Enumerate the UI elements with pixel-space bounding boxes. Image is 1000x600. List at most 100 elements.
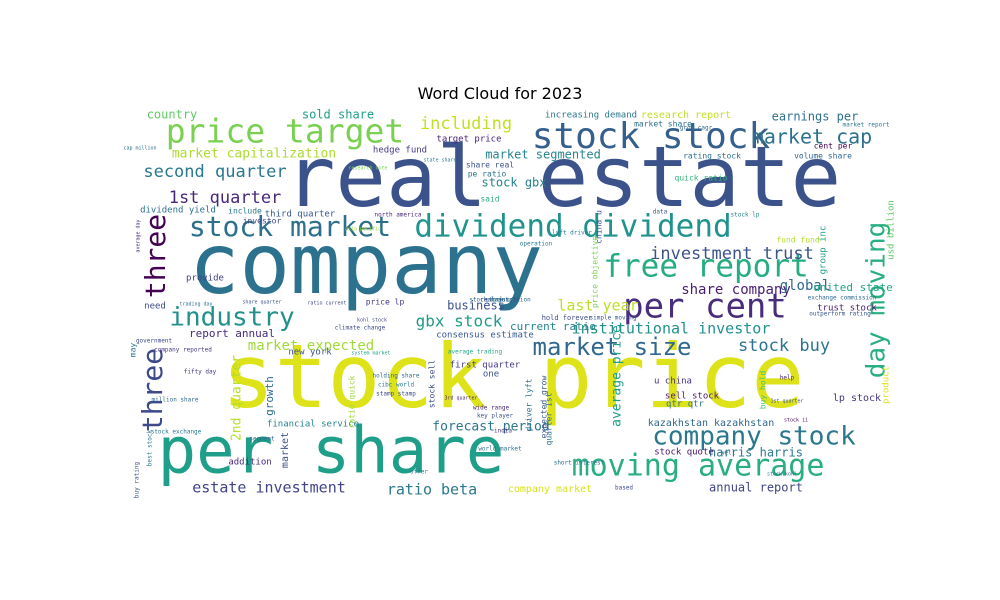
word-real-estate: real estate [480, 297, 520, 304]
word-sold-share: sold share [302, 108, 374, 122]
word-trust-stock: trust stock [817, 304, 877, 314]
word-state-share: state share [423, 158, 456, 164]
word-earnings-per: earnings per [772, 110, 859, 124]
word-price-objective: price objective [591, 236, 600, 308]
word-market-segmented: market segmented [485, 148, 601, 162]
word-harris-harris: harris harris [709, 446, 803, 460]
word-stock-market: stock market [189, 210, 391, 243]
word-ratio-beta: ratio beta [387, 481, 477, 499]
word-global: global [780, 278, 831, 294]
word-sell-stock: sell stock [665, 392, 720, 402]
word-key-player: key player [477, 413, 514, 420]
word-group-inc: group inc [819, 226, 829, 275]
word-quick-ratio: quick ratio [675, 174, 728, 183]
word-institutional-investor: institutional investor [572, 320, 771, 338]
word-fifty-day: fifty day [184, 369, 217, 376]
word-share-company: share company [681, 282, 791, 298]
word-company: company [189, 215, 543, 313]
word-financial-service: financial service [267, 420, 359, 430]
word-climate-change: climate change [335, 325, 386, 332]
word-provide: provide [186, 274, 224, 284]
word-outperform-rating: outperform rating [809, 311, 871, 318]
word-investor: investor [243, 217, 282, 226]
word-3rd-quarter: 3rd quarter [444, 396, 477, 402]
word-one: one [483, 370, 499, 380]
word-forecast-period: forecast period [432, 420, 549, 435]
word-kazakhstan-kazakhstan: kazakhstan kazakhstan [648, 418, 774, 429]
word-volume-share: volume share [794, 152, 852, 161]
word-report-annual: report annual [189, 327, 275, 340]
word-expected-grow: expected grow [540, 376, 549, 439]
word-stock-quote: stock quote [654, 448, 714, 458]
word-dividend-dividend: dividend dividend [414, 209, 731, 245]
word-kohl-stock: kohl stock [357, 318, 387, 324]
word-based: based [615, 485, 633, 492]
word-dividend-yield: dividend yield [140, 206, 216, 216]
word-stock-exchange: stock exchange [151, 429, 202, 436]
word-fund-fund: fund fund [776, 236, 820, 245]
word-2nd-quarter: 2nd quarter [230, 355, 245, 441]
word-simple-moving: simple moving [590, 315, 637, 322]
word-hold-forever: hold forever [542, 314, 593, 322]
word-u-china: u china [654, 377, 692, 387]
word-real-estate: real estate [285, 128, 841, 226]
word-cibc-world: cibc world [378, 382, 415, 389]
word-million-share: million share [152, 397, 199, 404]
word-stock-ut: stock ut [486, 297, 515, 304]
word-annual-report: annual report [709, 481, 803, 495]
word-per-share: per share [158, 415, 505, 489]
word-government: government [136, 338, 173, 345]
word-offer: offer [410, 469, 428, 476]
word-research-report: research report [641, 110, 731, 121]
word-stock-gbx: stock gbx [481, 176, 546, 190]
word-said: said [480, 195, 499, 204]
word-average-trading: average trading [448, 349, 503, 356]
word-stock-sell: stock sell [428, 360, 437, 408]
word-average-day: average day [136, 219, 142, 252]
word-1st-quarter: 1st quarter [770, 399, 803, 405]
word-exchange-commission: exchange commission [808, 295, 877, 302]
word-company-market: company market [508, 484, 592, 495]
word-market-size: market size [533, 333, 692, 361]
word-well: well [721, 450, 736, 457]
word-market-expected: market expected [248, 338, 374, 354]
word-three: three [136, 348, 169, 432]
word-grow-cagr: grow cagr [680, 125, 713, 132]
word-data: data [653, 209, 668, 216]
word-last-year: last year [557, 297, 638, 315]
word-third-quarter: third quarter [265, 210, 336, 220]
word-current-ratio: current ratio [510, 320, 596, 333]
chart-title: Word Cloud for 2023 [417, 84, 583, 103]
word-investment-trust: investment trust [650, 244, 814, 264]
word-growth: growth [263, 376, 276, 416]
word-new-york: new york [288, 348, 332, 358]
word-price-lp: price lp [366, 298, 405, 307]
word-wide-range: wide range [473, 405, 510, 412]
word-addition: addition [228, 458, 271, 468]
word-moving-average: moving average [572, 449, 825, 484]
word-gbx-stock: gbx stock [416, 312, 503, 331]
word-short-interest: short interest [554, 460, 605, 467]
word-product: product [882, 366, 892, 404]
word-help: help [780, 375, 795, 382]
word-market-share: market share [634, 120, 692, 129]
word-industry: industry [169, 303, 294, 333]
word-driver-lyft: driver lyft [525, 378, 534, 431]
word-first-quarter: first quarter [450, 361, 521, 371]
word-operation: operation [520, 241, 553, 248]
word-china-u: china u [595, 210, 604, 244]
word-company-stock: company stock [652, 422, 856, 452]
word-share-quarter: share quarter [242, 300, 281, 306]
word-three: three [139, 214, 172, 298]
word-usd-billion: usd billion [887, 200, 897, 260]
word-estate-investment: estate investment [192, 479, 346, 497]
word-including: including [420, 114, 512, 134]
word-pe-ratio: pe ratio [468, 170, 507, 179]
word-ratio-current: ratio current [307, 301, 346, 307]
word-stock-ii: stock ii [784, 418, 808, 424]
word-second-quarter: second quarter [143, 162, 286, 182]
word-share-real: share real [466, 161, 514, 170]
word-stock-kohl: stock kohl [767, 472, 797, 478]
word-cent-per: cent per [814, 142, 853, 151]
word-may: may [129, 343, 138, 358]
